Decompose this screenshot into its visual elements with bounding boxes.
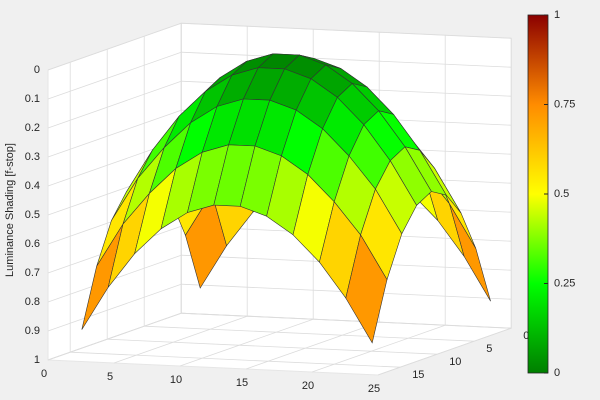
grid-line (181, 51, 512, 68)
z-tick-label: 0.7 (25, 267, 40, 279)
z-tick-label: 0.1 (25, 93, 40, 105)
x-tick-label: 10 (170, 374, 182, 386)
x-tick-label: 15 (236, 377, 248, 389)
z-tick-label: 0 (34, 64, 40, 76)
colorbar-tick-label: 0.75 (554, 98, 575, 110)
y-tick-label: 5 (486, 343, 492, 355)
grid-line (144, 325, 475, 342)
grid-line (107, 338, 438, 355)
grid-line (181, 22, 512, 39)
y-tick-label: 15 (412, 369, 424, 381)
x-tick-label: 25 (368, 383, 380, 395)
colorbar-tick-label: 0 (554, 367, 560, 379)
z-tick-label: 0.3 (25, 151, 40, 163)
z-tick-label: 0.4 (25, 180, 40, 192)
x-tick-label: 5 (107, 371, 113, 383)
grid-line (181, 312, 512, 329)
z-tick-label: 0.2 (25, 122, 40, 134)
z-tick-label: 0.6 (25, 238, 40, 250)
z-tick-label: 0.9 (25, 325, 40, 337)
z-tick-label: 0.8 (25, 296, 40, 308)
grid-line (70, 351, 401, 368)
x-tick-label: 0 (41, 368, 47, 380)
colorbar-tick-label: 0.25 (554, 277, 575, 289)
y-tick-label: 10 (449, 356, 461, 368)
x-tick-label: 20 (302, 380, 314, 392)
z-tick-label: 1 (34, 354, 40, 366)
colorbar-tick-label: 0.5 (554, 188, 569, 200)
z-tick-label: 0.5 (25, 209, 40, 221)
z-axis-label: Luminance Shading [f-stop] (4, 143, 16, 277)
colorbar-tick-label: 1 (554, 9, 560, 21)
y-tick-label: 0 (523, 330, 529, 342)
surface-patch (345, 234, 388, 344)
